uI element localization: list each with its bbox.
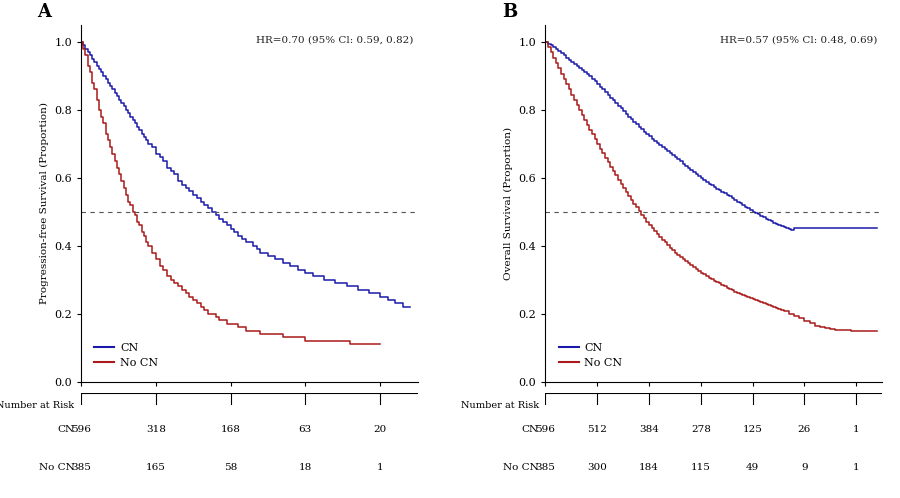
Text: 300: 300	[588, 463, 608, 472]
Legend: CN, No CN: CN, No CN	[554, 338, 627, 373]
Text: 1: 1	[377, 463, 383, 472]
Text: 1: 1	[853, 463, 859, 472]
Text: 9: 9	[801, 463, 807, 472]
Text: Number at Risk: Number at Risk	[0, 400, 75, 409]
Text: 20: 20	[374, 425, 387, 434]
Text: 384: 384	[639, 425, 659, 434]
Text: 115: 115	[691, 463, 711, 472]
Text: 1: 1	[853, 425, 859, 434]
Text: CN: CN	[57, 425, 75, 434]
Text: 385: 385	[536, 463, 555, 472]
Text: 165: 165	[146, 463, 166, 472]
Legend: CN, No CN: CN, No CN	[90, 338, 163, 373]
Text: 278: 278	[691, 425, 711, 434]
Text: Number at Risk: Number at Risk	[461, 400, 539, 409]
Text: 18: 18	[299, 463, 312, 472]
Text: 385: 385	[71, 463, 91, 472]
Y-axis label: Progression-free Survival (Proportion): Progression-free Survival (Proportion)	[40, 102, 49, 304]
Text: 63: 63	[299, 425, 312, 434]
Text: 125: 125	[742, 425, 762, 434]
Text: 26: 26	[797, 425, 811, 434]
Text: 58: 58	[224, 463, 238, 472]
Text: No CN: No CN	[503, 463, 539, 472]
Text: 184: 184	[639, 463, 659, 472]
Text: CN: CN	[522, 425, 539, 434]
Text: 512: 512	[588, 425, 608, 434]
Text: A: A	[37, 3, 51, 21]
Text: No CN: No CN	[39, 463, 75, 472]
Text: B: B	[501, 3, 517, 21]
Text: HR=0.57 (95% Cl: 0.48, 0.69): HR=0.57 (95% Cl: 0.48, 0.69)	[721, 35, 878, 45]
Text: 49: 49	[746, 463, 760, 472]
Text: 596: 596	[536, 425, 555, 434]
Text: HR=0.70 (95% Cl: 0.59, 0.82): HR=0.70 (95% Cl: 0.59, 0.82)	[256, 35, 413, 45]
Y-axis label: Overall Survival (Proportion): Overall Survival (Proportion)	[504, 126, 513, 280]
Text: 596: 596	[71, 425, 91, 434]
Text: 168: 168	[220, 425, 240, 434]
Text: 318: 318	[146, 425, 166, 434]
